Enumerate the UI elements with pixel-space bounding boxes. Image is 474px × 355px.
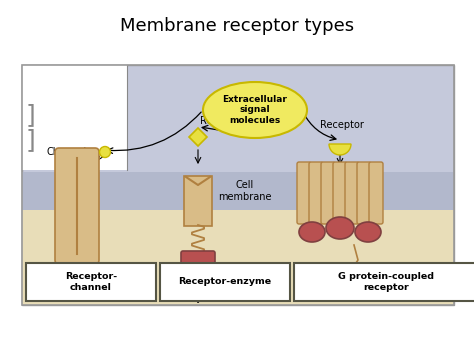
Ellipse shape — [203, 82, 307, 138]
FancyBboxPatch shape — [357, 162, 371, 224]
Bar — [22, 65, 454, 305]
Text: Cell
membrane: Cell membrane — [218, 180, 272, 202]
FancyBboxPatch shape — [333, 162, 347, 224]
Text: ]: ] — [25, 128, 35, 152]
FancyBboxPatch shape — [160, 263, 290, 301]
Text: Membrane receptor types: Membrane receptor types — [120, 17, 354, 35]
Text: Extracellular
signal
molecules: Extracellular signal molecules — [223, 95, 287, 125]
Bar — [22, 172, 454, 210]
Text: Channel: Channel — [47, 147, 87, 157]
Text: Receptor-enzyme: Receptor-enzyme — [178, 278, 272, 286]
FancyBboxPatch shape — [55, 148, 99, 264]
Polygon shape — [189, 128, 207, 146]
FancyBboxPatch shape — [294, 263, 474, 301]
Text: G protein-coupled
receptor: G protein-coupled receptor — [338, 272, 434, 292]
Text: Receptor: Receptor — [320, 120, 364, 130]
FancyBboxPatch shape — [181, 251, 215, 285]
FancyBboxPatch shape — [345, 162, 359, 224]
Text: G protein: G protein — [337, 292, 383, 302]
Bar — [22, 65, 454, 305]
Ellipse shape — [100, 147, 110, 158]
Text: ]: ] — [25, 103, 35, 127]
Bar — [22, 65, 127, 170]
Text: Receptor: Receptor — [200, 116, 244, 126]
Ellipse shape — [66, 265, 94, 285]
Ellipse shape — [326, 217, 354, 239]
FancyBboxPatch shape — [297, 162, 311, 224]
Wedge shape — [329, 144, 351, 155]
FancyBboxPatch shape — [309, 162, 323, 224]
Ellipse shape — [299, 222, 325, 242]
Bar — [22, 210, 454, 305]
Text: Receptor-
channel: Receptor- channel — [65, 272, 117, 292]
FancyBboxPatch shape — [369, 162, 383, 224]
FancyBboxPatch shape — [26, 263, 156, 301]
Text: Enzyme: Enzyme — [179, 293, 217, 303]
Ellipse shape — [355, 222, 381, 242]
Ellipse shape — [69, 283, 85, 297]
FancyBboxPatch shape — [184, 176, 212, 226]
FancyBboxPatch shape — [321, 162, 335, 224]
